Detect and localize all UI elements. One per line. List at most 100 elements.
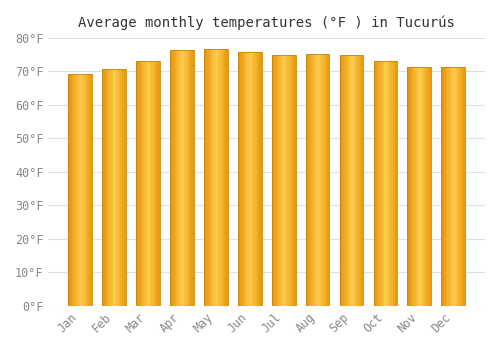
Bar (186, 50, 188, 306)
Bar (388, 61, 389, 306)
Bar (340, 55, 363, 306)
Bar (318, 54, 319, 306)
Bar (444, 68, 445, 306)
Bar (321, 54, 322, 306)
Bar (245, 52, 246, 306)
Bar (144, 61, 146, 306)
Bar (408, 68, 431, 306)
Bar (458, 68, 459, 306)
Bar (115, 69, 116, 306)
Bar (73, 74, 74, 306)
Bar (418, 68, 420, 306)
Bar (384, 61, 386, 306)
Bar (462, 68, 463, 306)
Bar (218, 49, 220, 306)
Bar (322, 54, 324, 306)
Bar (464, 68, 465, 306)
Bar (104, 69, 106, 306)
Bar (140, 61, 141, 306)
Bar (390, 61, 392, 306)
Bar (340, 55, 341, 306)
Bar (90, 74, 91, 306)
Bar (456, 68, 457, 306)
Title: Average monthly temperatures (°F ) in Tucurús: Average monthly temperatures (°F ) in Tu… (78, 15, 455, 29)
Bar (343, 55, 344, 306)
Bar (188, 50, 189, 306)
Bar (170, 50, 171, 306)
Bar (293, 55, 294, 306)
Bar (457, 68, 458, 306)
Bar (242, 52, 244, 306)
Bar (217, 49, 218, 306)
Bar (150, 61, 152, 306)
Bar (184, 50, 186, 306)
Bar (208, 49, 210, 306)
Bar (102, 69, 104, 306)
Bar (380, 61, 382, 306)
Bar (106, 69, 107, 306)
Bar (211, 49, 212, 306)
Bar (86, 74, 87, 306)
Bar (113, 69, 114, 306)
Bar (285, 55, 286, 306)
Bar (273, 55, 274, 306)
Bar (378, 61, 380, 306)
Bar (392, 61, 394, 306)
Bar (276, 55, 278, 306)
Bar (110, 69, 112, 306)
Bar (212, 49, 214, 306)
Bar (389, 61, 390, 306)
Bar (259, 52, 260, 306)
Bar (463, 68, 464, 306)
Bar (174, 50, 176, 306)
Bar (216, 49, 217, 306)
Bar (170, 50, 194, 306)
Bar (238, 52, 239, 306)
Bar (306, 54, 307, 306)
Bar (222, 49, 223, 306)
Bar (312, 54, 313, 306)
Bar (430, 68, 431, 306)
Bar (158, 61, 160, 306)
Bar (138, 61, 140, 306)
Bar (358, 55, 360, 306)
Bar (87, 74, 88, 306)
Bar (192, 50, 194, 306)
Bar (382, 61, 383, 306)
Bar (79, 74, 80, 306)
Bar (146, 61, 148, 306)
Bar (414, 68, 416, 306)
Bar (142, 61, 143, 306)
Bar (121, 69, 122, 306)
Bar (306, 54, 330, 306)
Bar (272, 55, 273, 306)
Bar (224, 49, 226, 306)
Bar (143, 61, 144, 306)
Bar (408, 68, 410, 306)
Bar (454, 68, 456, 306)
Bar (423, 68, 424, 306)
Bar (178, 50, 180, 306)
Bar (74, 74, 76, 306)
Bar (424, 68, 426, 306)
Bar (416, 68, 417, 306)
Bar (314, 54, 315, 306)
Bar (120, 69, 121, 306)
Bar (102, 69, 126, 306)
Bar (448, 68, 450, 306)
Bar (155, 61, 156, 306)
Bar (326, 54, 327, 306)
Bar (177, 50, 178, 306)
Bar (394, 61, 395, 306)
Bar (154, 61, 155, 306)
Bar (342, 55, 343, 306)
Bar (383, 61, 384, 306)
Bar (204, 49, 205, 306)
Bar (420, 68, 422, 306)
Bar (286, 55, 287, 306)
Bar (459, 68, 460, 306)
Bar (80, 74, 82, 306)
Bar (355, 55, 356, 306)
Bar (137, 61, 138, 306)
Bar (256, 52, 257, 306)
